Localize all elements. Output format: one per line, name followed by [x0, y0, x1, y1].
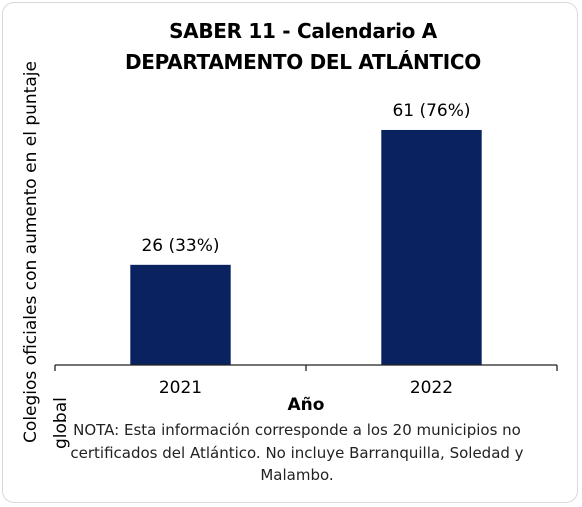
chart-title-line-2: DEPARTAMENTO DEL ATLÁNTICO [125, 50, 481, 74]
x-tick-label-2021: 2021 [159, 378, 202, 398]
chart-frame [2, 2, 578, 503]
bar-2021 [130, 264, 231, 365]
y-axis-title: Colegios oficiales con aumento en el pun… [21, 61, 71, 449]
data-label-2021: 26 (33%) [141, 236, 219, 256]
chart-title-line-1: SABER 11 - Calendario A [169, 19, 438, 43]
note-line-2: certificados del Atlántico. No incluye B… [70, 444, 523, 462]
y-axis-title-line-1: Colegios oficiales con aumento en el pun… [21, 61, 41, 443]
note-line-1: NOTA: Esta información corresponde a los… [73, 421, 521, 439]
data-label-2022: 61 (76%) [392, 101, 470, 121]
note-line-3: Malambo. [260, 466, 333, 484]
y-axis-title-line-2: global [51, 397, 71, 449]
x-axis-title: Año [288, 395, 325, 415]
bar-2022 [381, 129, 482, 365]
x-tick-label-2022: 2022 [410, 378, 453, 398]
chart-note: NOTA: Esta información corresponde a los… [70, 421, 523, 484]
plot-area: 26 (33%) 2021 61 (76%) 2022 [130, 101, 482, 398]
